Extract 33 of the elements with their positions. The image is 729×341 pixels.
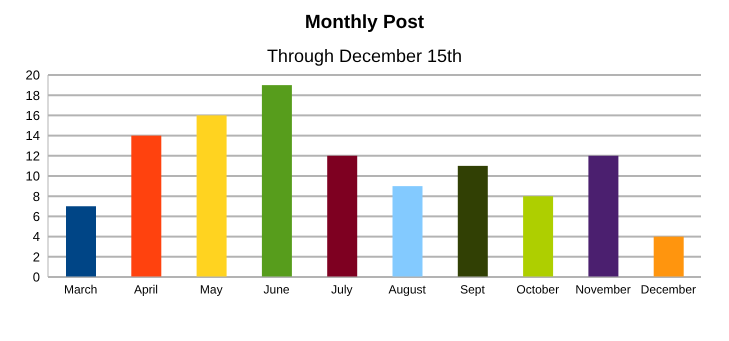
bar: [196, 115, 227, 277]
x-tick-label: July: [331, 282, 353, 297]
y-tick-label: 2: [32, 249, 40, 264]
bar: [66, 206, 96, 277]
bar: [392, 186, 422, 277]
x-tick-label: June: [264, 282, 290, 297]
x-tick-label: May: [200, 282, 223, 297]
x-tick-label: November: [575, 282, 631, 297]
bar: [262, 85, 292, 277]
chart-subtitle: Through December 15th: [266, 46, 464, 67]
bar: [523, 196, 554, 277]
bar: [654, 236, 684, 277]
x-tick-label: April: [134, 282, 158, 297]
bar: [327, 156, 358, 277]
bar: [458, 166, 488, 277]
x-tick-label: December: [640, 282, 696, 297]
x-tick-label: Sept: [460, 282, 486, 297]
y-tick-label: 8: [32, 188, 40, 204]
y-tick-label: 14: [26, 128, 40, 144]
x-tick-label: August: [388, 282, 426, 297]
y-tick-label: 0: [32, 270, 40, 285]
y-tick-label: 16: [26, 108, 40, 124]
y-tick-label: 12: [26, 148, 40, 164]
y-tick-label: 18: [26, 88, 40, 103]
x-tick-label: October: [516, 282, 560, 297]
x-tick-label: March: [64, 282, 98, 297]
chart-title: Monthly Post: [304, 12, 426, 34]
bar: [131, 136, 162, 277]
y-tick-label: 6: [32, 209, 40, 224]
y-tick-label: 4: [32, 229, 40, 244]
y-tick-label: 20: [26, 68, 40, 83]
bar: [588, 156, 618, 277]
y-tick-label: 10: [26, 168, 40, 184]
